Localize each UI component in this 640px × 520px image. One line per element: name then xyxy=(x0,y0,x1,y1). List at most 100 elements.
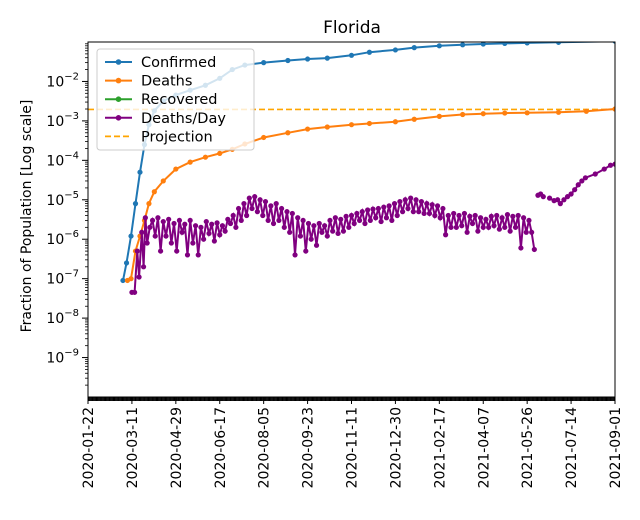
data-point xyxy=(139,229,145,235)
data-point xyxy=(206,230,212,237)
x-tick-label: 2020-04-29 xyxy=(169,407,185,488)
data-point xyxy=(472,212,478,219)
data-point xyxy=(261,60,267,66)
chart-title: Florida xyxy=(323,18,381,38)
data-point xyxy=(392,119,399,125)
data-point xyxy=(238,217,244,224)
data-point xyxy=(209,221,215,227)
data-point xyxy=(502,42,508,47)
data-point xyxy=(278,205,285,212)
data-point xyxy=(346,224,352,230)
data-point xyxy=(295,215,301,221)
data-point xyxy=(203,218,209,225)
data-point xyxy=(483,216,489,222)
data-point xyxy=(202,154,209,160)
data-point xyxy=(300,217,306,224)
data-point xyxy=(411,45,417,51)
data-point xyxy=(284,209,290,215)
data-point xyxy=(198,224,204,230)
x-tick-label: 2020-01-22 xyxy=(81,407,97,488)
data-point xyxy=(168,240,174,246)
legend-entry: Recovered xyxy=(105,92,217,108)
data-point xyxy=(366,49,373,55)
data-point xyxy=(230,212,236,219)
data-point xyxy=(460,42,466,48)
data-point xyxy=(324,55,330,61)
data-point xyxy=(443,232,449,238)
data-point xyxy=(244,212,250,219)
data-point xyxy=(184,252,191,258)
y-tick-label: 10−4 xyxy=(46,150,79,169)
data-point xyxy=(467,213,473,219)
data-point xyxy=(429,202,435,208)
data-point xyxy=(136,274,142,280)
data-point xyxy=(330,228,336,234)
data-point xyxy=(518,245,524,251)
data-point xyxy=(351,220,357,227)
data-point xyxy=(285,130,291,136)
data-point xyxy=(405,205,411,212)
data-point xyxy=(448,224,454,230)
data-point xyxy=(137,169,143,175)
data-point xyxy=(201,236,207,242)
data-point xyxy=(378,218,384,225)
data-point xyxy=(187,217,193,224)
data-point xyxy=(151,189,157,195)
data-point xyxy=(155,215,161,221)
y-tick-label: 10−9 xyxy=(46,348,79,367)
legend-label: Projection xyxy=(141,129,213,145)
data-point xyxy=(281,224,287,230)
data-point xyxy=(512,224,519,230)
data-point xyxy=(453,224,459,230)
data-point xyxy=(510,213,516,219)
data-point xyxy=(436,113,442,119)
data-point xyxy=(520,215,527,221)
data-point xyxy=(134,248,140,254)
legend-entry: Deaths/Day xyxy=(105,111,226,127)
data-point xyxy=(564,194,571,200)
data-point xyxy=(262,198,269,205)
data-point xyxy=(211,238,217,244)
data-point xyxy=(561,197,567,203)
legend-entry: Deaths xyxy=(105,74,192,90)
legend-box xyxy=(96,48,255,151)
data-point xyxy=(413,197,419,203)
x-tick-label: 2020-03-11 xyxy=(125,407,141,488)
data-point xyxy=(367,217,373,224)
data-point xyxy=(176,217,183,224)
data-point xyxy=(386,203,392,209)
data-point xyxy=(348,52,355,58)
x-tick-label: 2021-02-17 xyxy=(432,407,448,488)
data-point xyxy=(348,122,355,128)
data-point xyxy=(612,161,615,167)
data-point xyxy=(332,215,338,221)
data-point xyxy=(120,277,126,284)
data-point xyxy=(499,215,505,221)
data-point xyxy=(436,43,442,49)
data-point xyxy=(583,108,589,114)
y-tick-label: 10−7 xyxy=(46,269,79,288)
data-point xyxy=(555,197,561,203)
y-tick-label: 10−2 xyxy=(46,71,79,90)
data-point xyxy=(327,217,333,224)
data-point xyxy=(338,216,344,222)
data-point xyxy=(480,42,486,47)
data-point xyxy=(324,233,330,239)
data-point xyxy=(488,213,494,219)
data-point xyxy=(235,205,242,212)
data-point xyxy=(546,195,553,201)
data-point xyxy=(366,120,373,127)
data-point xyxy=(252,194,258,200)
data-point xyxy=(391,201,398,207)
data-point xyxy=(163,233,169,239)
data-point xyxy=(146,201,152,207)
x-tick-label: 2020-08-05 xyxy=(257,407,273,488)
data-point xyxy=(190,240,196,246)
data-point xyxy=(402,197,408,203)
data-point xyxy=(480,111,486,117)
data-point xyxy=(265,217,271,224)
data-point xyxy=(460,111,466,118)
data-point xyxy=(524,110,530,116)
data-point xyxy=(370,206,376,212)
